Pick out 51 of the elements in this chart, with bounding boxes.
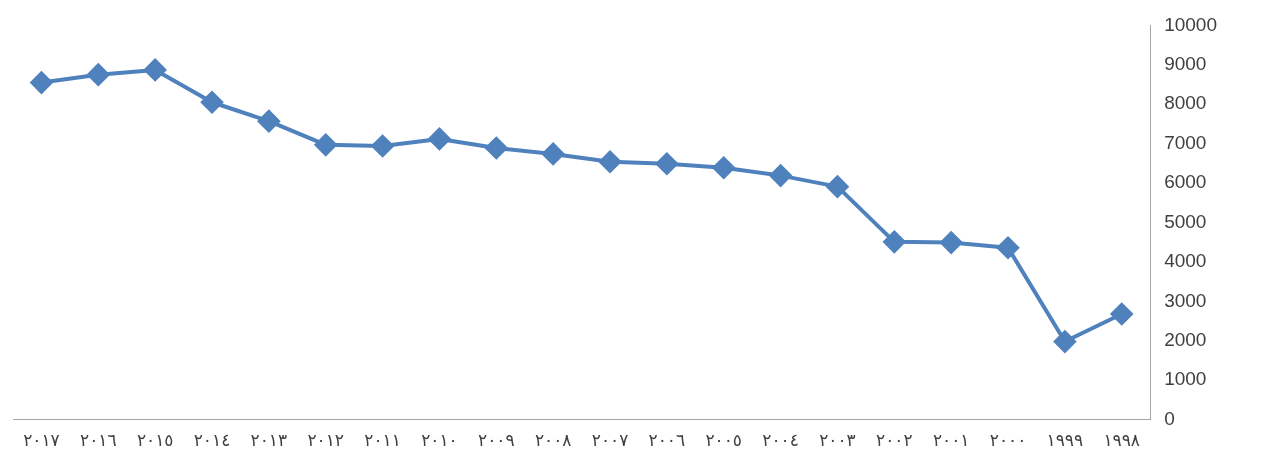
y-tick-label: 8000 (1164, 92, 1207, 114)
x-tick-label: ٢٠١٦ (80, 430, 117, 451)
x-tick-label: ٢٠١٥ (136, 430, 174, 451)
point (712, 156, 735, 179)
y-tick-label: 2000 (1164, 328, 1207, 350)
y-tick-label: 6000 (1164, 171, 1207, 193)
point (940, 231, 963, 254)
x-tick-label: ٢٠٠٩ (478, 430, 515, 451)
x-tick-label: ١٩٩٩ (1046, 430, 1084, 451)
x-tick-label: ٢٠٠٧ (591, 430, 629, 451)
point (144, 58, 167, 81)
x-tick-label: ٢٠١٧ (23, 430, 60, 451)
x-tick-label: ٢٠٠٥ (705, 430, 742, 451)
point (257, 110, 280, 133)
point (599, 150, 622, 173)
y-tick-label: 9000 (1164, 53, 1207, 75)
point (371, 135, 394, 158)
point (655, 152, 678, 175)
point (87, 63, 110, 86)
point (542, 142, 565, 165)
x-tick-label: ٢٠١٠ (421, 430, 458, 451)
x-tick-label: ٢٠١١ (364, 430, 401, 451)
x-tick-label: ٢٠١٤ (193, 430, 231, 451)
point (485, 137, 508, 159)
x-tick-label: ٢٠١٢ (307, 430, 344, 451)
y-tick-label: 0 (1164, 407, 1175, 429)
y-tick-label: 7000 (1164, 131, 1207, 153)
point (1053, 330, 1076, 353)
point (314, 133, 337, 156)
point (428, 127, 451, 150)
x-tick-label: ٢٠٠٨ (534, 430, 572, 451)
point (997, 236, 1020, 259)
point (769, 164, 792, 187)
point (30, 71, 53, 94)
point (201, 91, 223, 114)
x-tick-label: ٢٠٠٤ (762, 430, 799, 451)
y-tick-label: 1000 (1164, 368, 1207, 390)
x-tick-label: ٢٠٠٠ (989, 430, 1027, 451)
x-tick-label: ١٩٩٨ (1103, 430, 1140, 451)
point (1110, 302, 1133, 325)
y-tick-label: 10000 (1164, 13, 1218, 35)
x-tick-label: ٢٠٠٢ (876, 430, 913, 451)
x-tick-label: ٢٠٠٦ (648, 430, 686, 451)
x-tick-label: ٢٠١٣ (250, 430, 288, 451)
point (883, 230, 906, 253)
y-tick-label: 5000 (1164, 210, 1207, 232)
x-tick-label: ٢٠٠١ (932, 430, 970, 451)
y-tick-label: 3000 (1164, 289, 1207, 311)
y-tick-label: 4000 (1164, 250, 1207, 272)
x-tick-label: ٢٠٠٣ (819, 430, 856, 451)
point (826, 175, 849, 198)
